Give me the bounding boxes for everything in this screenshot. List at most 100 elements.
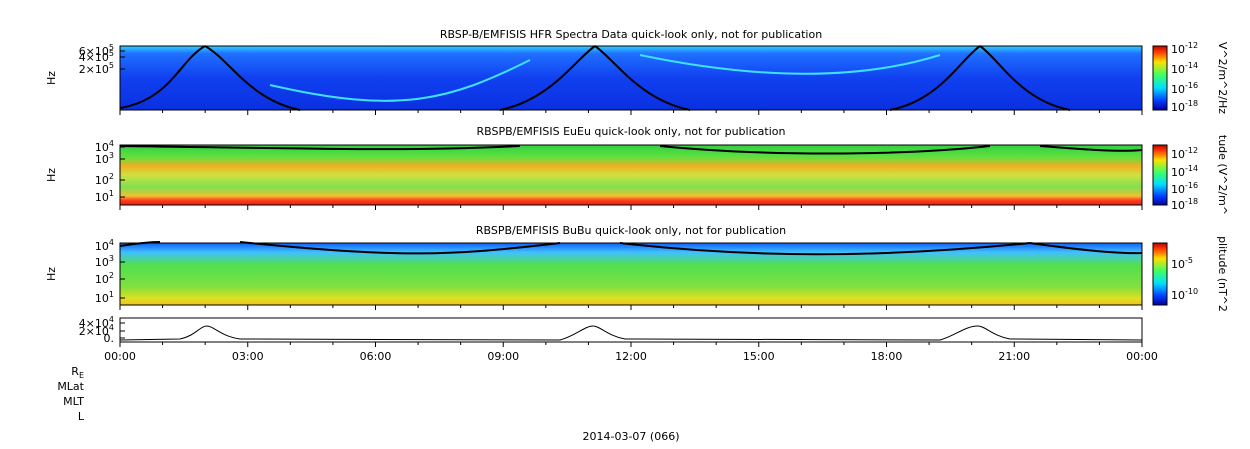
x-tick-label: 15:00: [743, 350, 775, 363]
x-tick-label: 09:00: [487, 350, 519, 363]
tick-label: 10-12: [1171, 146, 1198, 162]
tick-base: 0.: [104, 332, 115, 345]
tick-exponent: -18: [1185, 99, 1198, 108]
row-text: MLT: [63, 395, 84, 408]
tick-exponent: 1: [109, 189, 114, 198]
tick-label: 103: [95, 254, 114, 270]
x-tick-label: 06:00: [360, 350, 392, 363]
tick-base: 10: [1171, 183, 1185, 196]
tick-label: 4×105: [79, 49, 114, 65]
tick-label: 102: [95, 271, 114, 287]
row-label: L: [78, 410, 85, 423]
tick-base: 4×10: [79, 317, 109, 330]
tick-base: 10: [95, 273, 109, 286]
x-tick-label: 18:00: [871, 350, 903, 363]
tick-exponent: -12: [1185, 41, 1198, 50]
row-label: RE: [71, 365, 84, 380]
tick-exponent: 5: [109, 61, 114, 70]
tick-exponent: 3: [109, 254, 114, 263]
colorbar: [1152, 45, 1168, 111]
altitude-curve: [119, 325, 1143, 341]
spectrogram: [119, 144, 1143, 206]
tick-exponent: 3: [109, 151, 114, 160]
tick-base: 10: [95, 292, 109, 305]
tick-label: 104: [95, 238, 114, 254]
colorbar-label: plitude (nT^2: [1216, 236, 1229, 312]
y-axis-label: Hz: [45, 168, 58, 182]
tick-exponent: 5: [109, 43, 114, 52]
tick-base: 10: [95, 191, 109, 204]
tick-label: 6×105: [79, 43, 114, 59]
tick-label: 4×104: [79, 315, 114, 331]
tick-base: 10: [1171, 258, 1185, 271]
tick-label: 101: [95, 290, 114, 306]
row-subscript: E: [79, 371, 84, 380]
tick-exponent: -5: [1185, 256, 1193, 265]
tick-base: 10: [1171, 63, 1185, 76]
colorbar-label: V^2/m^2/Hz: [1216, 42, 1229, 114]
tick-base: 10: [1171, 101, 1185, 114]
tick-label: 0.: [104, 332, 115, 345]
tick-exponent: 4: [109, 315, 114, 324]
x-tick-label: 12:00: [615, 350, 647, 363]
tick-exponent: -12: [1185, 146, 1198, 155]
tick-label: 104: [95, 139, 114, 155]
tick-exponent: 2: [109, 271, 114, 280]
tick-base: 2×10: [79, 63, 109, 76]
tick-label: 2×104: [79, 323, 114, 339]
tick-label: 10-14: [1171, 61, 1198, 77]
tick-label: 10-12: [1171, 41, 1198, 57]
tick-label: 10-16: [1171, 181, 1198, 197]
tick-label: 101: [95, 189, 114, 205]
row-text: L: [78, 410, 85, 423]
tick-label: 10-5: [1171, 256, 1193, 272]
tick-exponent: -10: [1185, 287, 1198, 296]
tick-label: 103: [95, 151, 114, 167]
x-tick-label: 03:00: [232, 350, 264, 363]
row-text: MLat: [57, 380, 84, 393]
tick-label: 102: [95, 172, 114, 188]
tick-exponent: -14: [1185, 61, 1198, 70]
row-text: R: [71, 365, 79, 378]
tick-base: 10: [95, 174, 109, 187]
tick-label: 10-16: [1171, 81, 1198, 97]
tick-base: 10: [95, 240, 109, 253]
tick-exponent: 1: [109, 290, 114, 299]
tick-label: 10-14: [1171, 164, 1198, 180]
tick-exponent: 5: [109, 49, 114, 58]
tick-exponent: 4: [109, 238, 114, 247]
panel-title: RBSP-B/EMFISIS HFR Spectra Data quick-lo…: [440, 28, 822, 41]
plasma-line: [269, 54, 941, 102]
spectrogram: [119, 242, 1143, 306]
tick-label: 10-10: [1171, 287, 1198, 303]
tick-label: 2×105: [79, 61, 114, 77]
tick-exponent: 4: [109, 323, 114, 332]
tick-base: 10: [1171, 43, 1185, 56]
tick-base: 10: [1171, 199, 1185, 212]
colorbar: [1152, 242, 1168, 306]
cyclotron-curve: [119, 45, 1071, 111]
ephemeris-panel: [119, 317, 1143, 343]
tick-label: 10-18: [1171, 197, 1198, 213]
colorbar: [1152, 144, 1168, 206]
tick-base: 10: [95, 256, 109, 269]
panel-title: RBSPB/EMFISIS EuEu quick-look only, not …: [476, 125, 785, 138]
tick-exponent: -16: [1185, 81, 1198, 90]
tick-base: 2×10: [79, 325, 109, 338]
row-label: MLat: [57, 380, 84, 393]
tick-label: 10-18: [1171, 99, 1198, 115]
tick-exponent: 2: [109, 172, 114, 181]
x-tick-label: 21:00: [998, 350, 1030, 363]
y-axis-label: Hz: [45, 267, 58, 281]
x-tick-label: 00:00: [1126, 350, 1158, 363]
tick-exponent: -14: [1185, 164, 1198, 173]
y-axis-label: Hz: [45, 71, 58, 85]
tick-exponent: -18: [1185, 197, 1198, 206]
panel-title: RBSPB/EMFISIS BuBu quick-look only, not …: [476, 224, 786, 237]
tick-base: 10: [1171, 83, 1185, 96]
tick-base: 10: [1171, 289, 1185, 302]
x-tick-label: 00:00: [104, 350, 136, 363]
tick-base: 10: [95, 153, 109, 166]
tick-base: 10: [95, 141, 109, 154]
